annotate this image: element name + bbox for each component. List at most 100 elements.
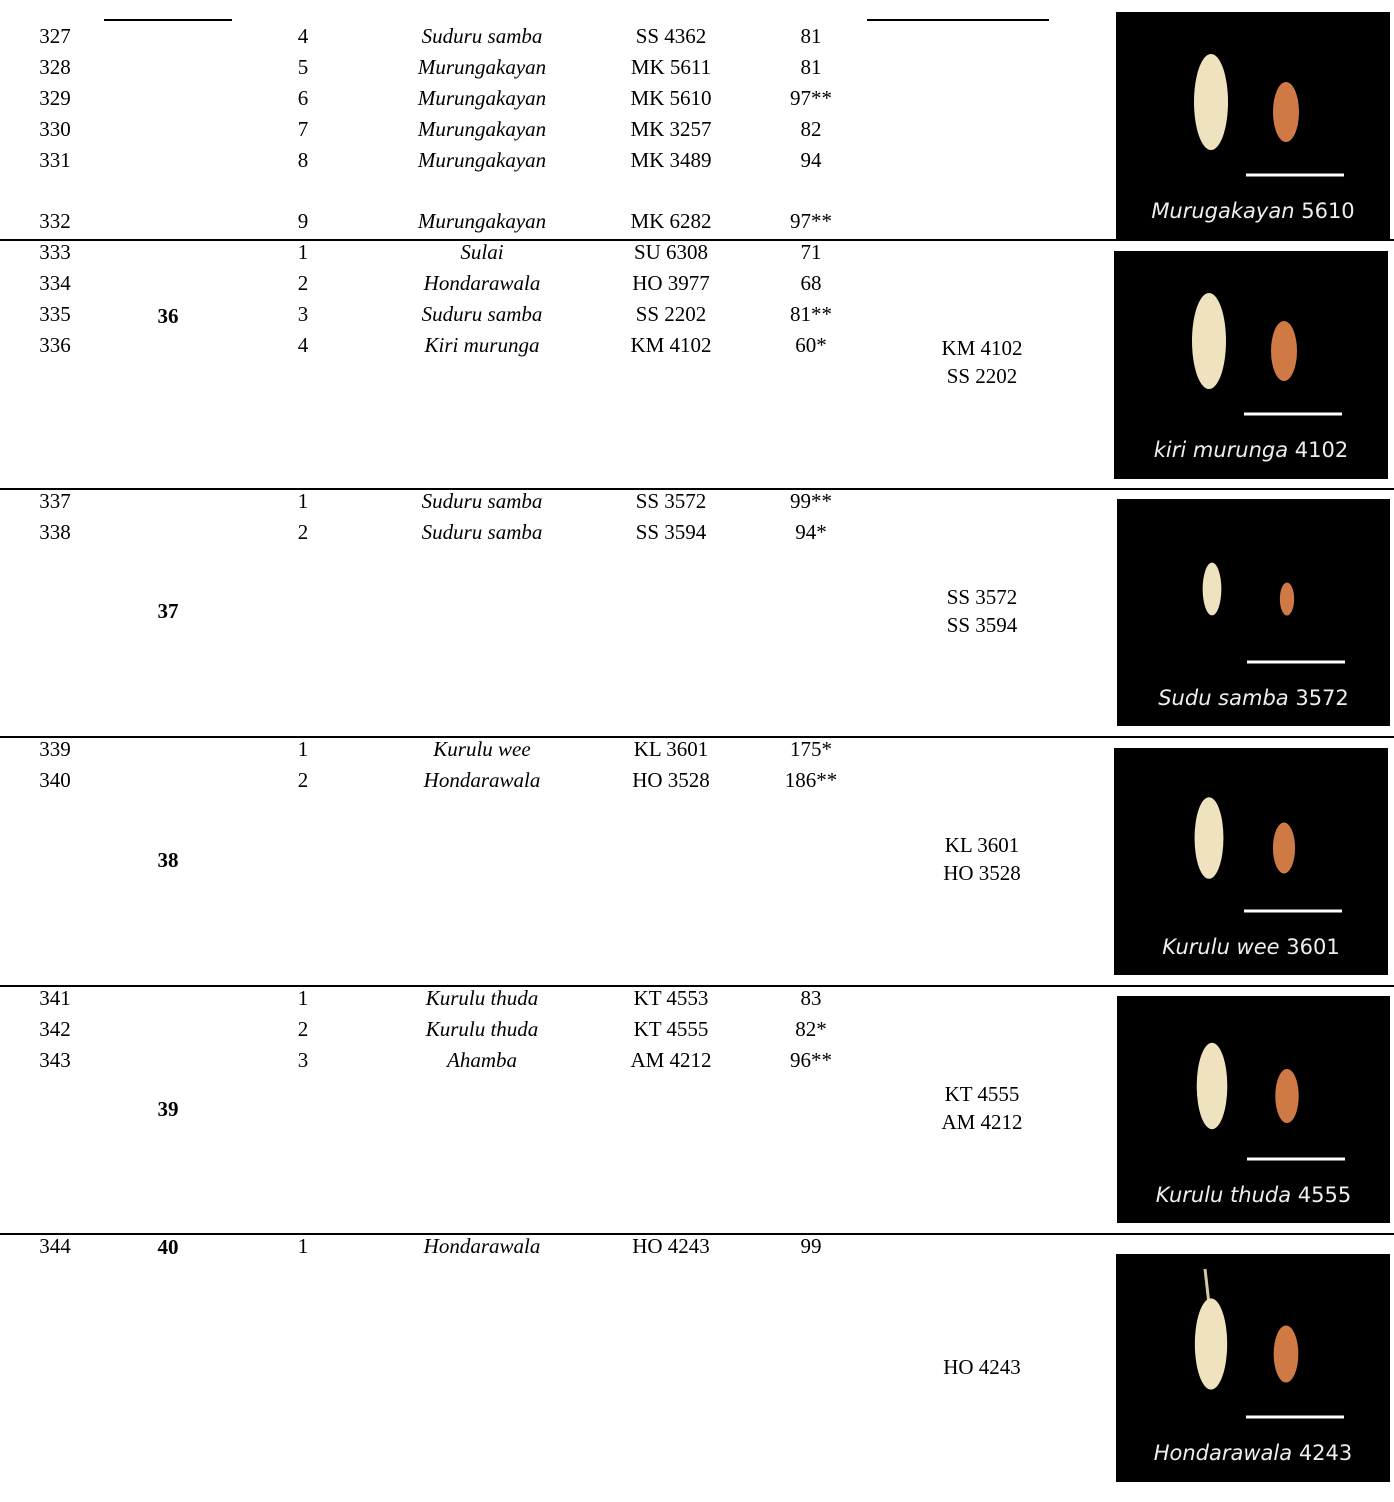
variety-name: Kurulu thuda	[425, 986, 539, 1010]
paddy-grain	[1202, 562, 1222, 616]
value: 94	[801, 148, 823, 172]
variety-name: Murungakayan	[417, 117, 546, 141]
selected-accession: KM 4102	[941, 336, 1022, 360]
grain-photo	[1117, 499, 1390, 726]
item-index: 8	[298, 148, 309, 172]
caption-name: Murugakayan	[1151, 199, 1294, 223]
accession: MK 3489	[630, 148, 711, 172]
value: 94*	[795, 520, 827, 544]
cluster-number: 39	[158, 1097, 179, 1121]
row-number: 328	[39, 55, 71, 79]
row-number: 341	[39, 986, 71, 1010]
accession: SU 6308	[634, 240, 708, 264]
value: 99**	[790, 489, 832, 513]
paddy-grain	[1192, 293, 1226, 389]
caption-number: 5610	[1301, 199, 1354, 223]
photo-caption: Murugakayan 5610	[1151, 199, 1354, 223]
selected-accession: AM 4212	[941, 1110, 1022, 1134]
awn	[1203, 1268, 1211, 1305]
accession: SS 3594	[636, 520, 707, 544]
caption-number: 4243	[1299, 1441, 1352, 1465]
variety-name: Suduru samba	[422, 24, 543, 48]
grain-photo	[1116, 1254, 1390, 1482]
accession: KM 4102	[630, 333, 711, 357]
item-index: 4	[298, 333, 309, 357]
variety-name: Hondarawala	[423, 1234, 541, 1258]
caption-name: Kurulu thuda	[1156, 1183, 1291, 1207]
row-number: 335	[39, 302, 71, 326]
accession: KT 4555	[634, 1017, 709, 1041]
value: 60*	[795, 333, 827, 357]
accession: MK 5611	[631, 55, 711, 79]
row-number: 342	[39, 1017, 71, 1041]
value: 99	[801, 1234, 822, 1258]
caption-name: kiri murunga	[1154, 438, 1288, 462]
item-index: 5	[298, 55, 309, 79]
accession: MK 5610	[630, 86, 711, 110]
item-index: 4	[298, 24, 309, 48]
caption-number: 4102	[1295, 438, 1348, 462]
brown-grain	[1271, 321, 1297, 381]
item-index: 2	[298, 1017, 309, 1041]
grain-photo	[1114, 748, 1388, 975]
value: 68	[801, 271, 822, 295]
caption-name: Kurulu wee	[1162, 935, 1279, 959]
cluster-number: 40	[158, 1235, 179, 1259]
item-index: 2	[298, 768, 309, 792]
value: 82*	[795, 1017, 827, 1041]
value: 96**	[790, 1048, 832, 1072]
row-number: 332	[39, 209, 71, 233]
variety-name: Kiri murunga	[424, 333, 540, 357]
brown-grain	[1273, 1325, 1299, 1383]
row-number: 339	[39, 737, 71, 761]
photo-caption: Kurulu thuda 4555	[1156, 1183, 1351, 1207]
accession: MK 3257	[630, 117, 711, 141]
variety-name: Ahamba	[445, 1048, 517, 1072]
item-index: 1	[298, 986, 309, 1010]
selected-accession: HO 4243	[943, 1355, 1021, 1379]
row-number: 331	[39, 148, 71, 172]
brown-grain	[1279, 582, 1295, 616]
photo-caption: Kurulu wee 3601	[1162, 935, 1339, 959]
brown-grain	[1275, 1069, 1299, 1123]
variety-name: Murungakayan	[417, 86, 546, 110]
item-index: 9	[298, 209, 309, 233]
item-index: 7	[298, 117, 309, 141]
row-number: 337	[39, 489, 71, 513]
selected-accession: KL 3601	[945, 833, 1019, 857]
cluster-number: 38	[158, 848, 179, 872]
accession: SS 3572	[636, 489, 707, 513]
row-number: 333	[39, 240, 71, 264]
item-index: 1	[298, 240, 309, 264]
accession: HO 3977	[632, 271, 710, 295]
caption-name: Sudu samba	[1158, 686, 1288, 710]
accession: KT 4553	[634, 986, 709, 1010]
brown-grain	[1272, 822, 1296, 874]
variety-name: Suduru samba	[422, 489, 543, 513]
item-index: 3	[298, 1048, 309, 1072]
variety-name: Murungakayan	[417, 148, 546, 172]
value: 71	[801, 240, 822, 264]
grain-photo	[1116, 12, 1390, 240]
item-index: 1	[298, 489, 309, 513]
item-index: 2	[298, 520, 309, 544]
variety-name: Suduru samba	[422, 302, 543, 326]
grain-photo	[1117, 996, 1390, 1223]
row-number: 344	[39, 1234, 71, 1258]
value: 97**	[790, 86, 832, 110]
paddy-grain	[1196, 1042, 1228, 1130]
variety-name: Murungakayan	[417, 209, 546, 233]
value: 81**	[790, 302, 832, 326]
accession: SS 4362	[636, 24, 707, 48]
accession: HO 4243	[632, 1234, 710, 1258]
caption-name: Hondarawala	[1154, 1441, 1292, 1465]
value: 97**	[790, 209, 832, 233]
accession: MK 6282	[630, 209, 711, 233]
value: 186**	[785, 768, 838, 792]
paddy-grain	[1194, 54, 1228, 150]
caption-number: 4555	[1298, 1183, 1351, 1207]
photo-caption: Hondarawala 4243	[1154, 1441, 1353, 1465]
item-index: 2	[298, 271, 309, 295]
variety-name: Hondarawala	[423, 271, 541, 295]
selected-accession: SS 3594	[947, 613, 1018, 637]
